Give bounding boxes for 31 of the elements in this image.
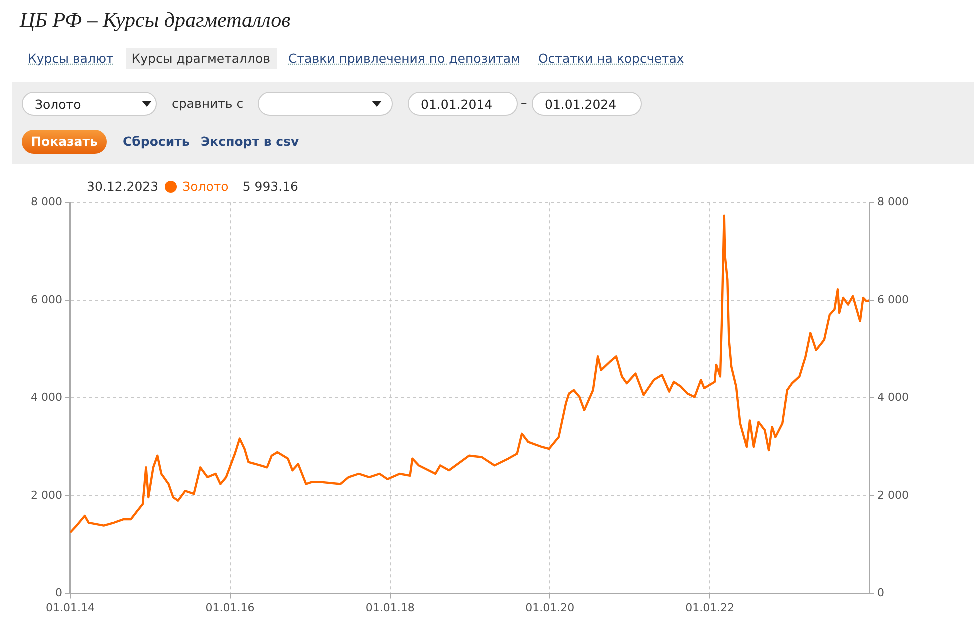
y-tick-label: 0 [55, 586, 62, 600]
text: Ставки привлечения по депозитам [288, 50, 522, 68]
y-tick-label: 6 000 [30, 293, 62, 306]
text: Остатки на корсчетах [537, 50, 686, 68]
x-tick-label: 01.01.22 [686, 601, 735, 614]
date-field: 01.01.2024 [532, 92, 642, 116]
x-tick-label: 01.01.14 [46, 601, 95, 614]
text: Сбросить [123, 134, 190, 149]
select-field: Золото [22, 92, 157, 116]
x-tick-label: 01.01.20 [526, 601, 575, 614]
text: Курсы драгметаллов [126, 48, 277, 69]
text: – [521, 95, 528, 110]
y2-tick-label: 2 000 [878, 488, 910, 502]
button: Показать [22, 130, 107, 154]
legend-label: Золото [182, 179, 229, 194]
y-tick-label: 2 000 [30, 488, 62, 502]
y2-tick-label: 8 000 [878, 195, 910, 208]
y2-tick-label: 0 [878, 586, 885, 600]
y-tick-label: 4 000 [30, 391, 62, 404]
text: сравнить с [172, 96, 244, 111]
text: Экспорт в csv [201, 134, 300, 149]
text: 5 993.16 [242, 179, 298, 194]
y-tick-label: 8 000 [30, 195, 62, 208]
text: Курсы валют [27, 50, 115, 68]
date-field: 01.01.2014 [408, 92, 518, 116]
y2-tick-label: 4 000 [878, 391, 910, 404]
text: 30.12.2023 [87, 179, 159, 194]
x-tick-label: 01.01.18 [366, 601, 415, 614]
chart-title: ЦБ РФ – Курсы драгметаллов [20, 8, 291, 33]
y2-tick-label: 6 000 [878, 293, 910, 306]
x-tick-label: 01.01.16 [206, 601, 255, 614]
